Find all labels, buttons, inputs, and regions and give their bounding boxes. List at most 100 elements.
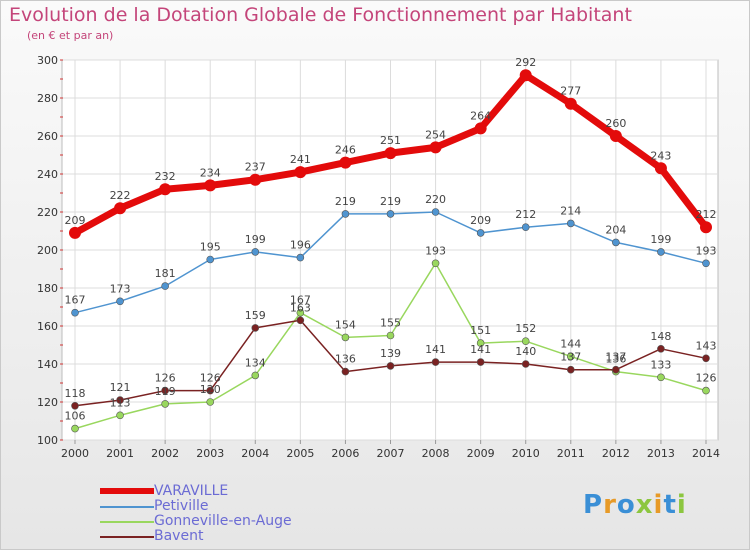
data-label: 251 xyxy=(380,134,401,147)
data-point xyxy=(431,208,440,216)
logo-letter: o xyxy=(616,490,636,520)
x-tick-label: 2001 xyxy=(106,447,134,460)
data-label: 241 xyxy=(290,153,311,166)
data-point xyxy=(521,337,530,346)
data-label: 134 xyxy=(245,356,266,369)
data-label: 154 xyxy=(335,318,356,331)
data-point xyxy=(116,411,124,420)
data-label: 119 xyxy=(155,385,176,398)
data-label: 113 xyxy=(110,396,131,409)
data-point xyxy=(296,308,305,317)
data-label: 126 xyxy=(200,372,221,385)
data-point xyxy=(204,179,217,192)
data-label: 136 xyxy=(605,353,626,366)
data-label: 120 xyxy=(200,383,221,396)
y-tick-label: 140 xyxy=(37,358,58,371)
data-point xyxy=(161,282,169,290)
data-point xyxy=(206,398,215,406)
y-tick-label: 200 xyxy=(37,244,58,257)
data-point xyxy=(657,373,665,382)
data-point xyxy=(251,248,260,256)
data-point xyxy=(476,339,485,347)
data-label: 173 xyxy=(110,282,131,295)
data-point xyxy=(654,162,667,175)
data-label: 222 xyxy=(110,189,131,202)
x-tick-label: 2002 xyxy=(151,447,179,460)
chart-title: Evolution de la Dotation Globale de Fonc… xyxy=(9,4,632,26)
data-point xyxy=(386,331,395,340)
y-tick-label: 240 xyxy=(37,168,58,181)
x-tick-label: 2007 xyxy=(377,447,405,460)
data-point xyxy=(206,255,215,264)
data-label: 237 xyxy=(245,161,266,174)
data-point xyxy=(69,226,81,239)
data-point xyxy=(609,130,622,142)
data-label: 193 xyxy=(425,244,446,257)
data-label: 243 xyxy=(650,149,671,162)
data-label: 232 xyxy=(155,170,176,183)
x-tick-label: 2014 xyxy=(692,447,720,460)
data-label: 118 xyxy=(65,387,86,400)
data-point xyxy=(251,324,260,332)
data-label: 137 xyxy=(605,351,626,364)
data-point xyxy=(116,297,124,306)
data-point xyxy=(386,362,395,370)
data-point xyxy=(566,219,575,228)
data-label: 143 xyxy=(696,339,717,352)
data-point xyxy=(566,352,575,361)
x-tick-label: 2013 xyxy=(647,447,675,460)
data-label: 212 xyxy=(515,208,536,221)
x-tick-label: 2008 xyxy=(422,447,450,460)
x-tick-label: 2000 xyxy=(61,447,89,460)
data-label: 219 xyxy=(380,195,401,208)
data-label: 199 xyxy=(650,233,671,246)
data-label: 212 xyxy=(696,208,717,221)
data-label: 121 xyxy=(110,381,131,394)
data-point xyxy=(341,210,350,218)
data-point xyxy=(251,371,260,380)
data-point xyxy=(71,424,79,433)
data-label: 181 xyxy=(155,267,176,280)
legend-swatch-gonneville xyxy=(100,521,154,523)
x-tick-label: 2005 xyxy=(286,447,314,460)
logo-letter: t xyxy=(663,490,677,520)
data-point xyxy=(564,97,577,110)
data-label: 204 xyxy=(605,223,626,236)
data-label: 148 xyxy=(650,330,671,343)
data-point xyxy=(161,400,169,408)
data-point xyxy=(702,259,710,268)
data-point xyxy=(386,210,395,218)
data-point xyxy=(657,344,665,353)
data-label: 151 xyxy=(470,324,491,337)
data-label: 195 xyxy=(200,241,221,254)
data-label: 209 xyxy=(65,214,86,227)
data-point xyxy=(519,69,532,82)
data-point xyxy=(476,358,485,366)
data-point xyxy=(474,122,487,135)
data-point xyxy=(700,221,712,234)
data-label: 152 xyxy=(515,322,536,335)
legend-label-varaville: VARAVILLE xyxy=(154,483,229,499)
data-label: 220 xyxy=(425,193,446,206)
data-point xyxy=(476,229,485,237)
legend-swatch-bavent xyxy=(100,536,154,538)
data-point xyxy=(339,156,352,169)
data-label: 159 xyxy=(245,309,266,322)
logo-letter: x xyxy=(635,490,654,520)
data-label: 196 xyxy=(290,239,311,252)
data-point xyxy=(431,358,440,366)
data-point xyxy=(116,396,124,404)
x-tick-label: 2003 xyxy=(196,447,224,460)
data-label: 136 xyxy=(335,353,356,366)
data-label: 214 xyxy=(560,204,581,217)
data-point xyxy=(296,253,305,262)
chart-subtitle: (en € et par an) xyxy=(27,29,114,42)
data-point xyxy=(702,386,710,395)
data-label: 264 xyxy=(470,109,491,122)
data-label: 126 xyxy=(155,372,176,385)
data-label: 219 xyxy=(335,195,356,208)
data-point xyxy=(341,333,350,342)
y-tick-label: 120 xyxy=(37,396,58,409)
data-label: 277 xyxy=(560,85,581,98)
